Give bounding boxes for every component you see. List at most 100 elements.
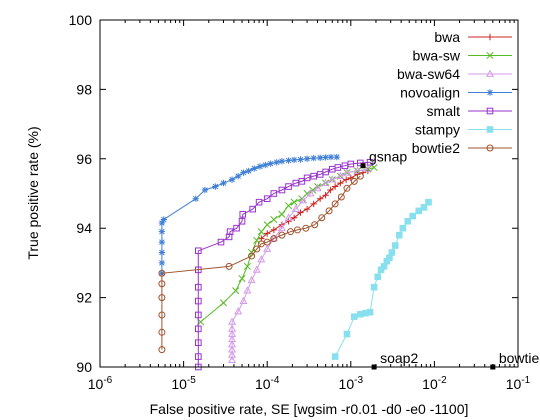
bwa-sw-point [309,186,317,194]
bowtie2-point [293,226,301,234]
smalt-point [195,283,202,291]
novoalign-point [278,158,286,165]
bwa-sw64-point [321,178,330,186]
bowtie2-point [311,221,319,229]
bwa-sw64-point [243,286,252,294]
plot-frame [99,19,519,368]
bwa-sw64-point [228,350,237,358]
annotation-gsnap: gsnap [360,149,407,169]
bowtie2-line [161,175,361,350]
legend-label: bowtie2 [412,140,460,156]
bowtie2-point [278,231,286,239]
smalt-point [255,198,263,206]
y-tick-label: 98 [76,81,92,97]
bwa-sw64-point [252,265,261,273]
bwa-sw64-point [313,183,322,192]
smalt-point [238,217,246,225]
smalt-point [226,228,234,235]
bowtie2-point [225,262,233,270]
bwa-sw64-point [228,324,237,332]
legend-item-bwa-sw64: bwa-sw64 [397,66,512,82]
bowtie2-point [350,177,358,185]
bowtie2-point [331,200,339,208]
bwa-sw64-point [306,189,315,197]
stampy-point [415,207,423,215]
annotation-label: soap2 [380,350,418,366]
novoalign-point [158,259,166,267]
bwa-sw-point [257,228,265,236]
smalt-point [310,172,318,180]
bwa-sw64-point [228,355,237,363]
legend-item-smalt: smalt [427,103,512,119]
annotation-marker [371,364,377,370]
stampy-point [331,353,339,360]
series-bowtie2 [158,172,364,354]
series-layer [158,153,432,371]
annotation-soap2: soap2 [371,350,418,370]
bowtie2-point [158,294,166,302]
stampy-point [370,283,378,291]
novoalign-point [201,186,209,194]
bwa-point [347,174,354,182]
novoalign-point [267,160,274,167]
series-stampy [331,198,432,360]
legend: bwa bwa-sw bwa-sw64 novoalign smalt stampy bow… [397,29,512,156]
bowtie2-point [158,311,166,319]
bwa-sw-point [270,215,278,224]
smalt-point [239,211,247,218]
novoalign-point [290,156,298,164]
bwa-sw64-point [342,168,352,176]
stampy-point [404,217,412,225]
legend-marker [486,126,494,133]
stampy-point [388,249,396,256]
annotation-label: gsnap [369,149,407,165]
novoalign-point [192,195,200,202]
bowtie2-point [356,172,364,180]
bwa-point [337,179,344,187]
bowtie2-point [325,207,333,215]
novoalign-point [251,165,258,172]
novoalign-point [297,156,304,163]
bwa-point [342,176,350,183]
bwa-point [270,226,278,234]
stampy-point [391,242,399,249]
bwa-sw64-point [239,296,248,304]
stampy-point [343,330,351,338]
stampy-point [366,308,374,316]
smalt-point [195,297,202,305]
smalt-point [217,238,225,246]
legend-marker [486,107,494,115]
smalt-point [195,247,202,255]
stampy-point [420,204,428,211]
novoalign-point [256,163,264,170]
bwa-point [310,200,317,208]
annotation-marker [360,163,366,169]
legend-item-stampy: stampy [415,122,512,138]
legend-marker [486,33,494,41]
bwa-sw-point [278,210,286,218]
x-tick-label: 10-3 [339,375,364,392]
stampy-point [395,231,403,239]
bwa-point [303,205,311,213]
smalt-point [334,164,342,171]
smalt-point [285,183,292,190]
bwa-sw64-point [257,254,266,263]
bwa-point [290,214,298,221]
x-tick-label: 10-6 [88,375,113,392]
bwa-sw-point [232,287,240,295]
bowtie2-point [158,328,166,336]
novoalign-point [262,161,269,169]
bowtie2-point [337,193,345,201]
novoalign-point [316,154,324,161]
smalt-point [347,160,355,168]
series-smalt [195,158,374,371]
legend-label: bwa-sw64 [397,66,460,82]
novoalign-point [158,228,166,235]
bowtie2-point [343,184,351,192]
novoalign-point [158,238,166,246]
novoalign-point [158,219,166,227]
legend-marker [486,89,494,96]
bowtie2-point [302,224,310,232]
legend-label: bwa [434,29,460,45]
axis-layer: 90 92 94 96 98 100 10-6 10-5 10-4 10-3 10-2 10-1 [69,12,531,392]
